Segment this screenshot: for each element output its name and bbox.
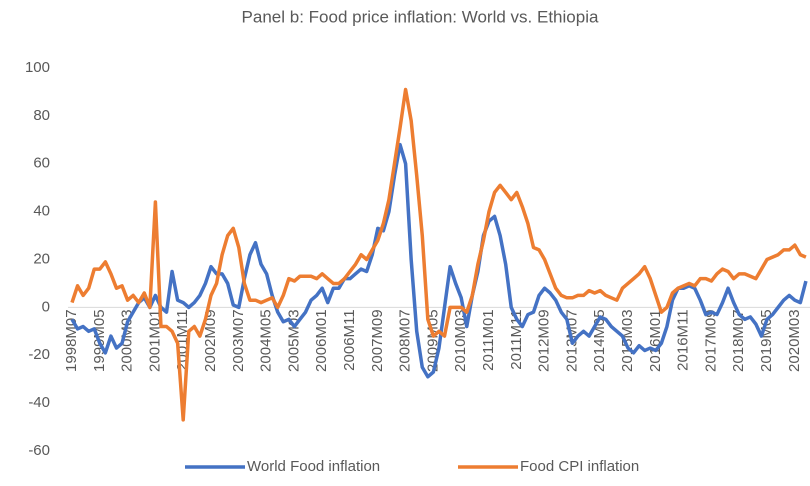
y-tick-label: 60	[33, 155, 50, 172]
y-tick-label: -40	[28, 394, 50, 411]
legend-label: World Food inflation	[247, 458, 380, 475]
x-tick-label: 2012M09	[536, 309, 553, 372]
x-tick-label: 2005M03	[285, 309, 302, 372]
x-tick-label: 2001M01	[146, 309, 163, 372]
y-tick-label: 0	[42, 298, 50, 315]
y-tick-label: 40	[33, 203, 50, 220]
x-tick-label: 2016M11	[675, 309, 692, 370]
y-tick-label: 20	[33, 250, 50, 267]
data-line	[70, 87, 807, 422]
x-tick-label: 2006M01	[313, 309, 330, 372]
data-line	[70, 142, 808, 379]
x-tick-label: 2007M09	[369, 309, 386, 372]
x-tick-label: 2019M05	[758, 309, 775, 372]
x-tick-label: 2016M01	[647, 309, 664, 372]
x-tick-label: 2008M07	[397, 309, 414, 372]
x-tick-label: 2002M09	[202, 309, 219, 372]
x-tick-label: 2020M03	[786, 309, 803, 372]
x-tick-label: 1998M07	[63, 309, 80, 372]
x-tick-label: 2000M03	[119, 309, 136, 372]
x-tick-label: 2004M05	[258, 309, 275, 372]
x-tick-label: 2017M09	[702, 309, 719, 372]
y-tick-label: 80	[33, 107, 50, 124]
x-tick-label: 2018M07	[730, 309, 747, 372]
x-tick-label: 2015M03	[619, 309, 636, 372]
legend-label: Food CPI inflation	[520, 458, 639, 475]
chart-title: Panel b: Food price inflation: World vs.…	[242, 7, 599, 26]
y-tick-label: -60	[28, 442, 50, 459]
x-tick-label: 2003M07	[230, 309, 247, 372]
y-tick-label: 100	[25, 59, 50, 76]
x-tick-label: 2006M11	[341, 309, 358, 370]
y-tick-label: -20	[28, 346, 50, 363]
x-tick-label: 2011M01	[480, 309, 497, 370]
